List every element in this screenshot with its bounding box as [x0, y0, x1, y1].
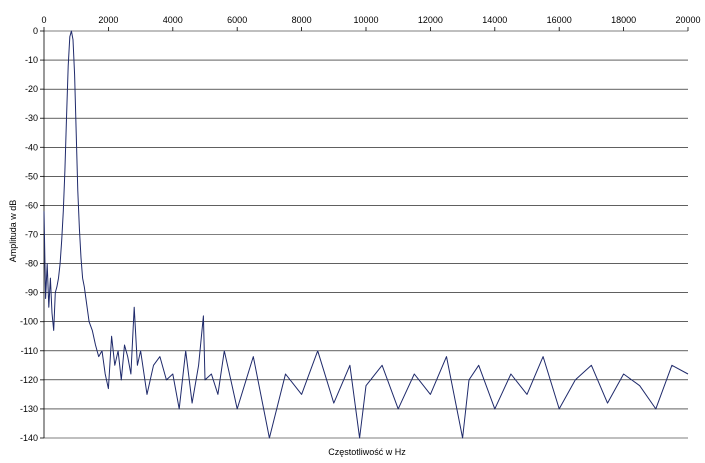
y-tick-label: -140 [20, 433, 38, 443]
y-tick-label: -20 [25, 84, 38, 94]
x-tick-label: 10000 [353, 15, 378, 25]
x-tick-label: 0 [41, 15, 46, 25]
x-tick-label: 16000 [547, 15, 572, 25]
y-tick-label: -60 [25, 200, 38, 210]
y-tick-label: -10 [25, 55, 38, 65]
y-tick-label: -130 [20, 404, 38, 414]
series-layer [43, 30, 689, 439]
x-tick-label: 18000 [611, 15, 636, 25]
y-tick-label: -100 [20, 317, 38, 327]
grid [43, 30, 688, 439]
x-axis-ticks: 0 2000 4000 6000 8000 10000 12000 14000 16000 180… [41, 15, 701, 31]
y-tick-label: -80 [25, 259, 38, 269]
y-tick-label: -70 [25, 230, 38, 240]
series-line-0 [43, 30, 689, 439]
y-tick-label: -110 [21, 346, 38, 356]
x-tick-label: 20000 [675, 15, 700, 25]
y-tick-label: -120 [20, 375, 38, 385]
x-tick-label: 4000 [163, 15, 183, 25]
y-axis-ticks: 0 -10 -20 -30 -40 -50 -60 -70 -80 -90 -100 -110 -120… [20, 26, 44, 443]
x-tick-label: 14000 [482, 15, 507, 25]
y-axis-label: Amplituda w dB [8, 200, 18, 263]
x-tick-label: 6000 [227, 15, 247, 25]
x-tick-label: 12000 [418, 15, 443, 25]
y-tick-label: -90 [25, 288, 38, 298]
y-tick-label: 0 [33, 26, 38, 36]
y-tick-label: -30 [25, 113, 38, 123]
x-tick-label: 2000 [98, 15, 118, 25]
x-axis-label: Częstotliwość w Hz [328, 447, 406, 457]
y-tick-label: -40 [25, 142, 38, 152]
y-tick-label: -50 [25, 171, 38, 181]
x-tick-label: 8000 [292, 15, 312, 25]
